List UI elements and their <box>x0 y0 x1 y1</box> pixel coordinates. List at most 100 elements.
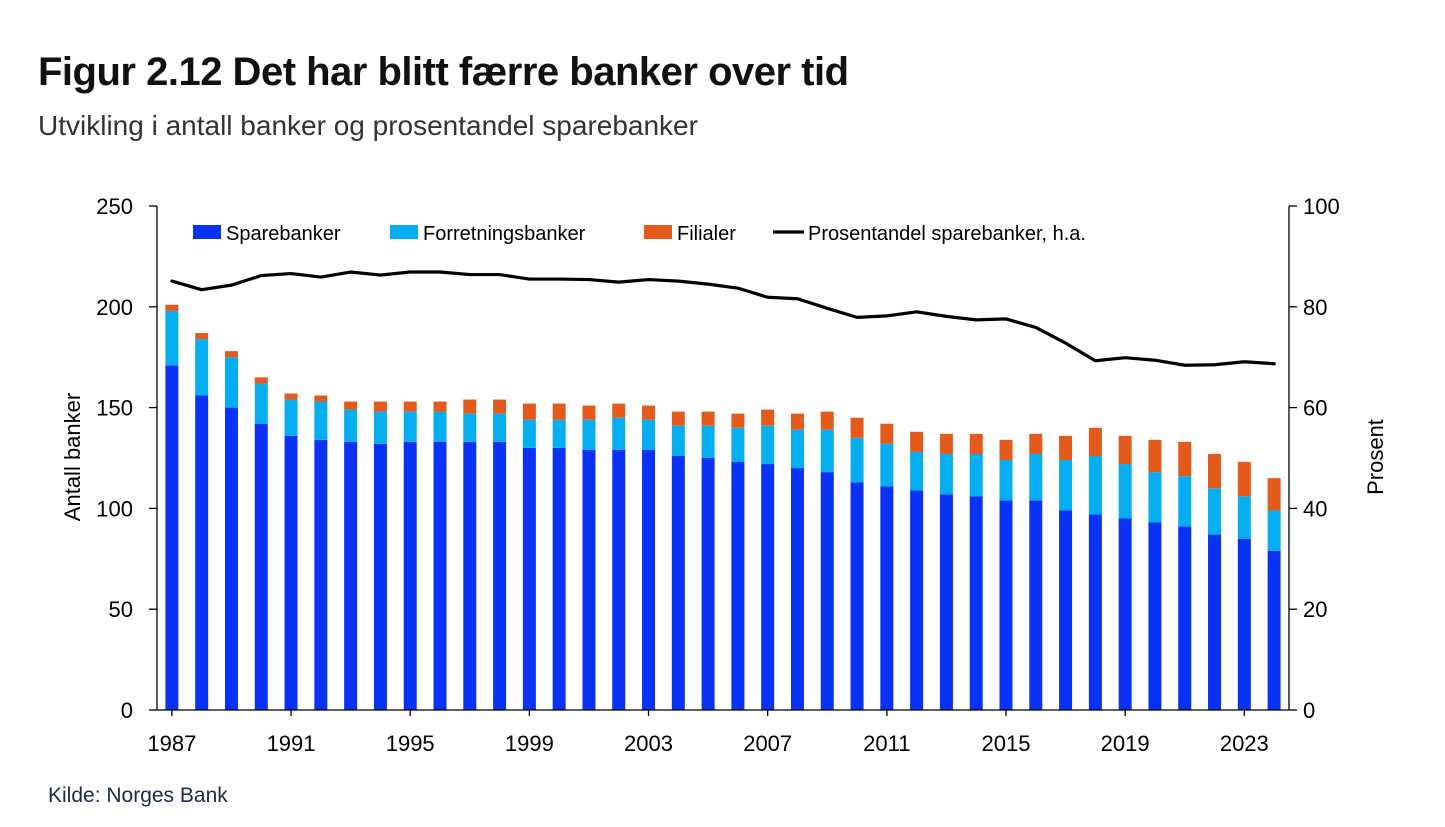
bar-forretningsbanker <box>850 437 864 483</box>
bar-filialer <box>314 395 328 402</box>
bar-sparebanker <box>463 441 477 710</box>
legend: Sparebanker Forretningsbanker Filialer Pros… <box>193 223 1086 245</box>
bar-filialer <box>790 413 804 430</box>
bar-forretningsbanker <box>1237 496 1251 539</box>
y-tick-label-left: 0 <box>121 698 133 723</box>
bar-forretningsbanker <box>880 443 894 487</box>
bar-filialer <box>254 377 268 384</box>
bar-forretningsbanker <box>373 411 387 444</box>
bar-sparebanker <box>1237 538 1251 710</box>
bar-sparebanker <box>284 435 298 710</box>
source-note: Kilde: Norges Bank <box>48 784 228 807</box>
bar-sparebanker <box>701 458 715 710</box>
y-tick-label-right: 100 <box>1303 194 1340 219</box>
bar-filialer <box>880 423 894 444</box>
bar-filialer <box>910 431 924 452</box>
bar-forretningsbanker <box>314 401 328 440</box>
bar-forretningsbanker <box>403 411 417 442</box>
bar-sparebanker <box>939 494 953 710</box>
bar-forretningsbanker <box>731 427 745 463</box>
bar-forretningsbanker <box>284 399 298 436</box>
x-tick-label: 1987 <box>147 731 196 756</box>
bar-filialer <box>582 405 596 420</box>
bar-forretningsbanker <box>1178 476 1192 527</box>
bar-sparebanker <box>850 482 864 710</box>
bar-forretningsbanker <box>195 339 209 396</box>
legend-item-sparebanker: Sparebanker <box>193 223 341 245</box>
bar-sparebanker <box>314 439 328 710</box>
bar-filialer <box>731 413 745 428</box>
legend-label: Sparebanker <box>226 223 341 245</box>
x-tick-label: 2011 <box>863 731 910 756</box>
bar-sparebanker <box>999 500 1013 710</box>
legend-swatch <box>193 225 221 239</box>
bar-sparebanker <box>493 441 507 710</box>
bar-filialer <box>463 399 477 414</box>
y-tick-label-left: 100 <box>96 496 133 521</box>
legend-swatch <box>644 225 672 239</box>
bar-filialer <box>1088 427 1102 456</box>
bar-filialer <box>1178 441 1192 477</box>
bar-forretningsbanker <box>969 453 983 497</box>
bar-sparebanker <box>731 462 745 710</box>
line-layer <box>170 270 1276 367</box>
bar-sparebanker <box>612 449 626 710</box>
x-tick-label: 1999 <box>505 731 554 756</box>
bar-filialer <box>344 401 358 410</box>
bar-filialer <box>224 351 238 358</box>
bar-filialer <box>1148 439 1162 473</box>
bar-filialer <box>969 433 983 454</box>
bar-sparebanker <box>1148 522 1162 710</box>
x-tick-label: 2023 <box>1220 731 1269 756</box>
bar-filialer <box>999 439 1013 461</box>
bar-forretningsbanker <box>790 429 804 469</box>
x-tick-label: 2015 <box>982 731 1031 756</box>
x-tick-label: 2003 <box>624 731 673 756</box>
legend-swatch <box>390 225 418 239</box>
bar-sparebanker <box>403 441 417 710</box>
bar-filialer <box>373 401 387 412</box>
bar-forretningsbanker <box>552 419 566 448</box>
bar-forretningsbanker <box>1118 464 1132 519</box>
bar-sparebanker <box>1208 534 1222 710</box>
bar-forretningsbanker <box>1059 460 1073 511</box>
bar-sparebanker <box>790 468 804 710</box>
bar-forretningsbanker <box>344 409 358 442</box>
legend-label: Forretningsbanker <box>423 223 586 245</box>
bar-sparebanker <box>1029 500 1043 710</box>
bar-filialer <box>1267 478 1281 511</box>
bar-forretningsbanker <box>910 451 924 491</box>
bar-filialer <box>284 393 298 400</box>
bar-forretningsbanker <box>165 310 179 366</box>
bar-forretningsbanker <box>701 425 715 458</box>
bar-filialer <box>195 333 209 340</box>
bar-sparebanker <box>671 455 685 710</box>
y-tick-label-left: 150 <box>96 396 133 421</box>
x-tick-label: 2019 <box>1101 731 1150 756</box>
bar-filialer <box>552 403 566 420</box>
bar-filialer <box>1208 453 1222 489</box>
bar-forretningsbanker <box>433 411 447 442</box>
bar-forretningsbanker <box>939 453 953 495</box>
bar-sparebanker <box>1059 510 1073 710</box>
bar-forretningsbanker <box>463 413 477 442</box>
bar-sparebanker <box>969 496 983 710</box>
bar-filialer <box>850 417 864 438</box>
bar-forretningsbanker <box>671 425 685 456</box>
bar-forretningsbanker <box>1208 488 1222 535</box>
bar-forretningsbanker <box>999 460 1013 501</box>
bar-sparebanker <box>1118 518 1132 710</box>
bar-sparebanker <box>761 464 775 710</box>
bar-forretningsbanker <box>761 425 775 465</box>
bar-sparebanker <box>552 447 566 710</box>
bar-forretningsbanker <box>642 419 656 450</box>
bar-filialer <box>1237 462 1251 497</box>
bar-filialer <box>642 405 656 420</box>
bar-sparebanker <box>522 447 536 710</box>
bar-sparebanker <box>344 441 358 710</box>
x-tick-label: 2007 <box>743 731 792 756</box>
bar-sparebanker <box>1267 550 1281 710</box>
y-axis-label-right: Prosent <box>1363 419 1388 495</box>
legend-item-filialer: Filialer <box>644 223 736 245</box>
